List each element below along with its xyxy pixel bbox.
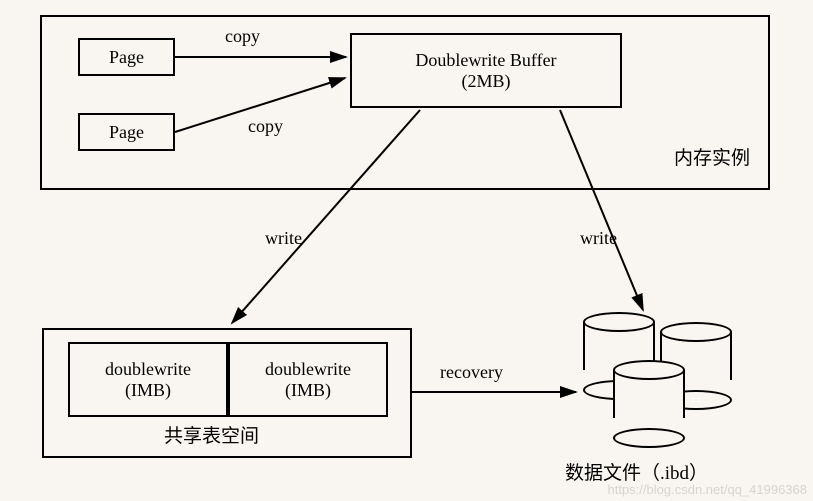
page-box-2-label: Page — [109, 122, 144, 143]
page-box-1-label: Page — [109, 47, 144, 68]
doublewrite-buffer-line2: (2MB) — [462, 71, 511, 92]
datafile-label: 数据文件（.ibd） — [565, 458, 708, 485]
edge-write-2-label: write — [580, 228, 617, 249]
memory-instance-label: 内存实例 — [674, 143, 750, 170]
doublewrite-buffer-line1: Doublewrite Buffer — [415, 50, 556, 71]
doublewrite-buffer-box: Doublewrite Buffer (2MB) — [350, 33, 622, 108]
doublewrite-1-box: doublewrite (IMB) — [68, 342, 228, 417]
doublewrite-2-line1: doublewrite — [265, 359, 351, 380]
watermark-text: https://blog.csdn.net/qq_41996368 — [608, 482, 808, 497]
page-box-2: Page — [78, 113, 175, 151]
edge-copy-1-label: copy — [225, 26, 260, 47]
shared-tablespace-label: 共享表空间 — [164, 421, 259, 448]
doublewrite-1-line1: doublewrite — [105, 359, 191, 380]
edge-copy-2-label: copy — [248, 116, 283, 137]
edge-write-1-label: write — [265, 228, 302, 249]
edge-recovery-label: recovery — [440, 362, 503, 383]
page-box-1: Page — [78, 38, 175, 76]
doublewrite-2-line2: (IMB) — [285, 380, 331, 401]
cylinder-3 — [613, 370, 685, 438]
doublewrite-1-line2: (IMB) — [125, 380, 171, 401]
doublewrite-2-box: doublewrite (IMB) — [228, 342, 388, 417]
